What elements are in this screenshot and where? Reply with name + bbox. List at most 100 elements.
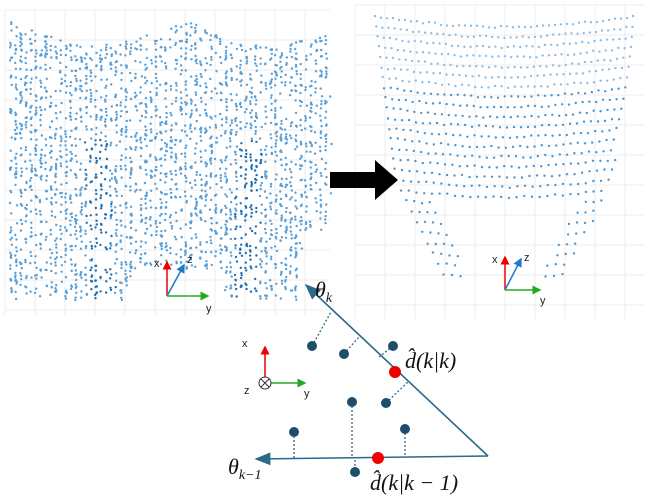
cloud-point [185,69,187,71]
cloud-point [120,235,122,237]
cloud-point [220,248,222,250]
cloud-point [255,225,257,227]
cloud-point [90,137,92,139]
cloud-point [54,240,56,242]
cloud-point [180,26,182,28]
cloud-point [161,236,163,238]
cloud-point [411,140,413,142]
cloud-point [35,100,37,102]
cloud-point [319,146,321,148]
cloud-point [383,87,385,89]
cloud-point [550,44,552,46]
cloud-point [270,233,272,235]
cloud-point [446,174,448,176]
cloud-point [558,174,560,176]
cloud-point [275,123,277,125]
cloud-point [476,45,478,47]
cloud-point [475,65,477,67]
cloud-point [249,112,251,114]
cloud-point [74,265,76,267]
cloud-point [15,35,17,37]
cloud-point [110,120,112,122]
cloud-point [140,253,142,255]
cloud-point [295,251,297,253]
cloud-point [245,261,247,263]
cloud-point [105,44,107,46]
cloud-point [271,153,273,155]
cloud-point [270,94,272,96]
cloud-point [74,128,76,130]
cloud-point [164,173,166,175]
cloud-point [260,74,262,76]
cloud-point [214,210,216,212]
cloud-point [130,80,132,82]
cloud-point [390,47,392,49]
cloud-point [35,65,37,67]
cloud-point [319,211,321,213]
cloud-point [261,204,263,206]
cloud-point [481,86,483,88]
cloud-point [141,115,143,117]
cloud-point [70,130,72,132]
cloud-point [413,200,415,202]
cloud-point [105,193,107,195]
cloud-point [577,63,579,65]
cloud-point [607,29,609,31]
cloud-point [60,165,62,167]
cloud-point [230,68,232,70]
cloud-point [34,262,36,264]
cloud-point [195,109,197,111]
cloud-point [91,245,93,247]
cloud-point [90,276,92,278]
cloud-point [75,78,77,80]
cloud-point [199,128,201,130]
cloud-point [165,130,167,132]
cloud-point [69,116,71,118]
cloud-point [236,109,238,111]
cloud-point [51,120,53,122]
cloud-point [231,79,233,81]
cloud-point [575,42,577,44]
cloud-point [490,145,492,147]
cloud-point [130,206,132,208]
cloud-point [493,185,495,187]
cloud-point [180,110,182,112]
cloud-point [115,179,117,181]
cloud-point [239,72,241,74]
cloud-point [120,87,122,89]
cloud-point [598,140,600,142]
cloud-point [75,287,77,289]
cloud-point [548,124,550,126]
cloud-point [200,97,202,99]
cloud-point [165,207,167,209]
cloud-point [379,56,381,58]
cloud-point [115,144,117,146]
cloud-point [330,143,332,145]
cloud-point [420,151,422,153]
cloud-point [285,276,287,278]
cloud-point [125,126,127,128]
cloud-point [235,209,237,211]
cloud-point [592,220,594,222]
cloud-point [464,24,466,26]
cloud-point [621,67,623,69]
cloud-point [276,154,278,156]
cloud-point [185,241,187,243]
cloud-point [185,23,187,25]
cloud-point [15,84,17,86]
cloud-point [275,228,277,230]
cloud-point [417,181,419,183]
cloud-point [546,195,548,197]
subscript: k [326,291,333,306]
cloud-point [195,198,197,200]
cloud-point [25,292,27,294]
cloud-point [30,69,32,71]
cloud-point [14,276,16,278]
cloud-point [289,181,291,183]
cloud-point [395,77,397,79]
cloud-point [155,60,157,62]
cloud-point [35,52,37,54]
cloud-point [15,76,17,78]
cloud-point [254,287,256,289]
cloud-point [250,190,252,192]
